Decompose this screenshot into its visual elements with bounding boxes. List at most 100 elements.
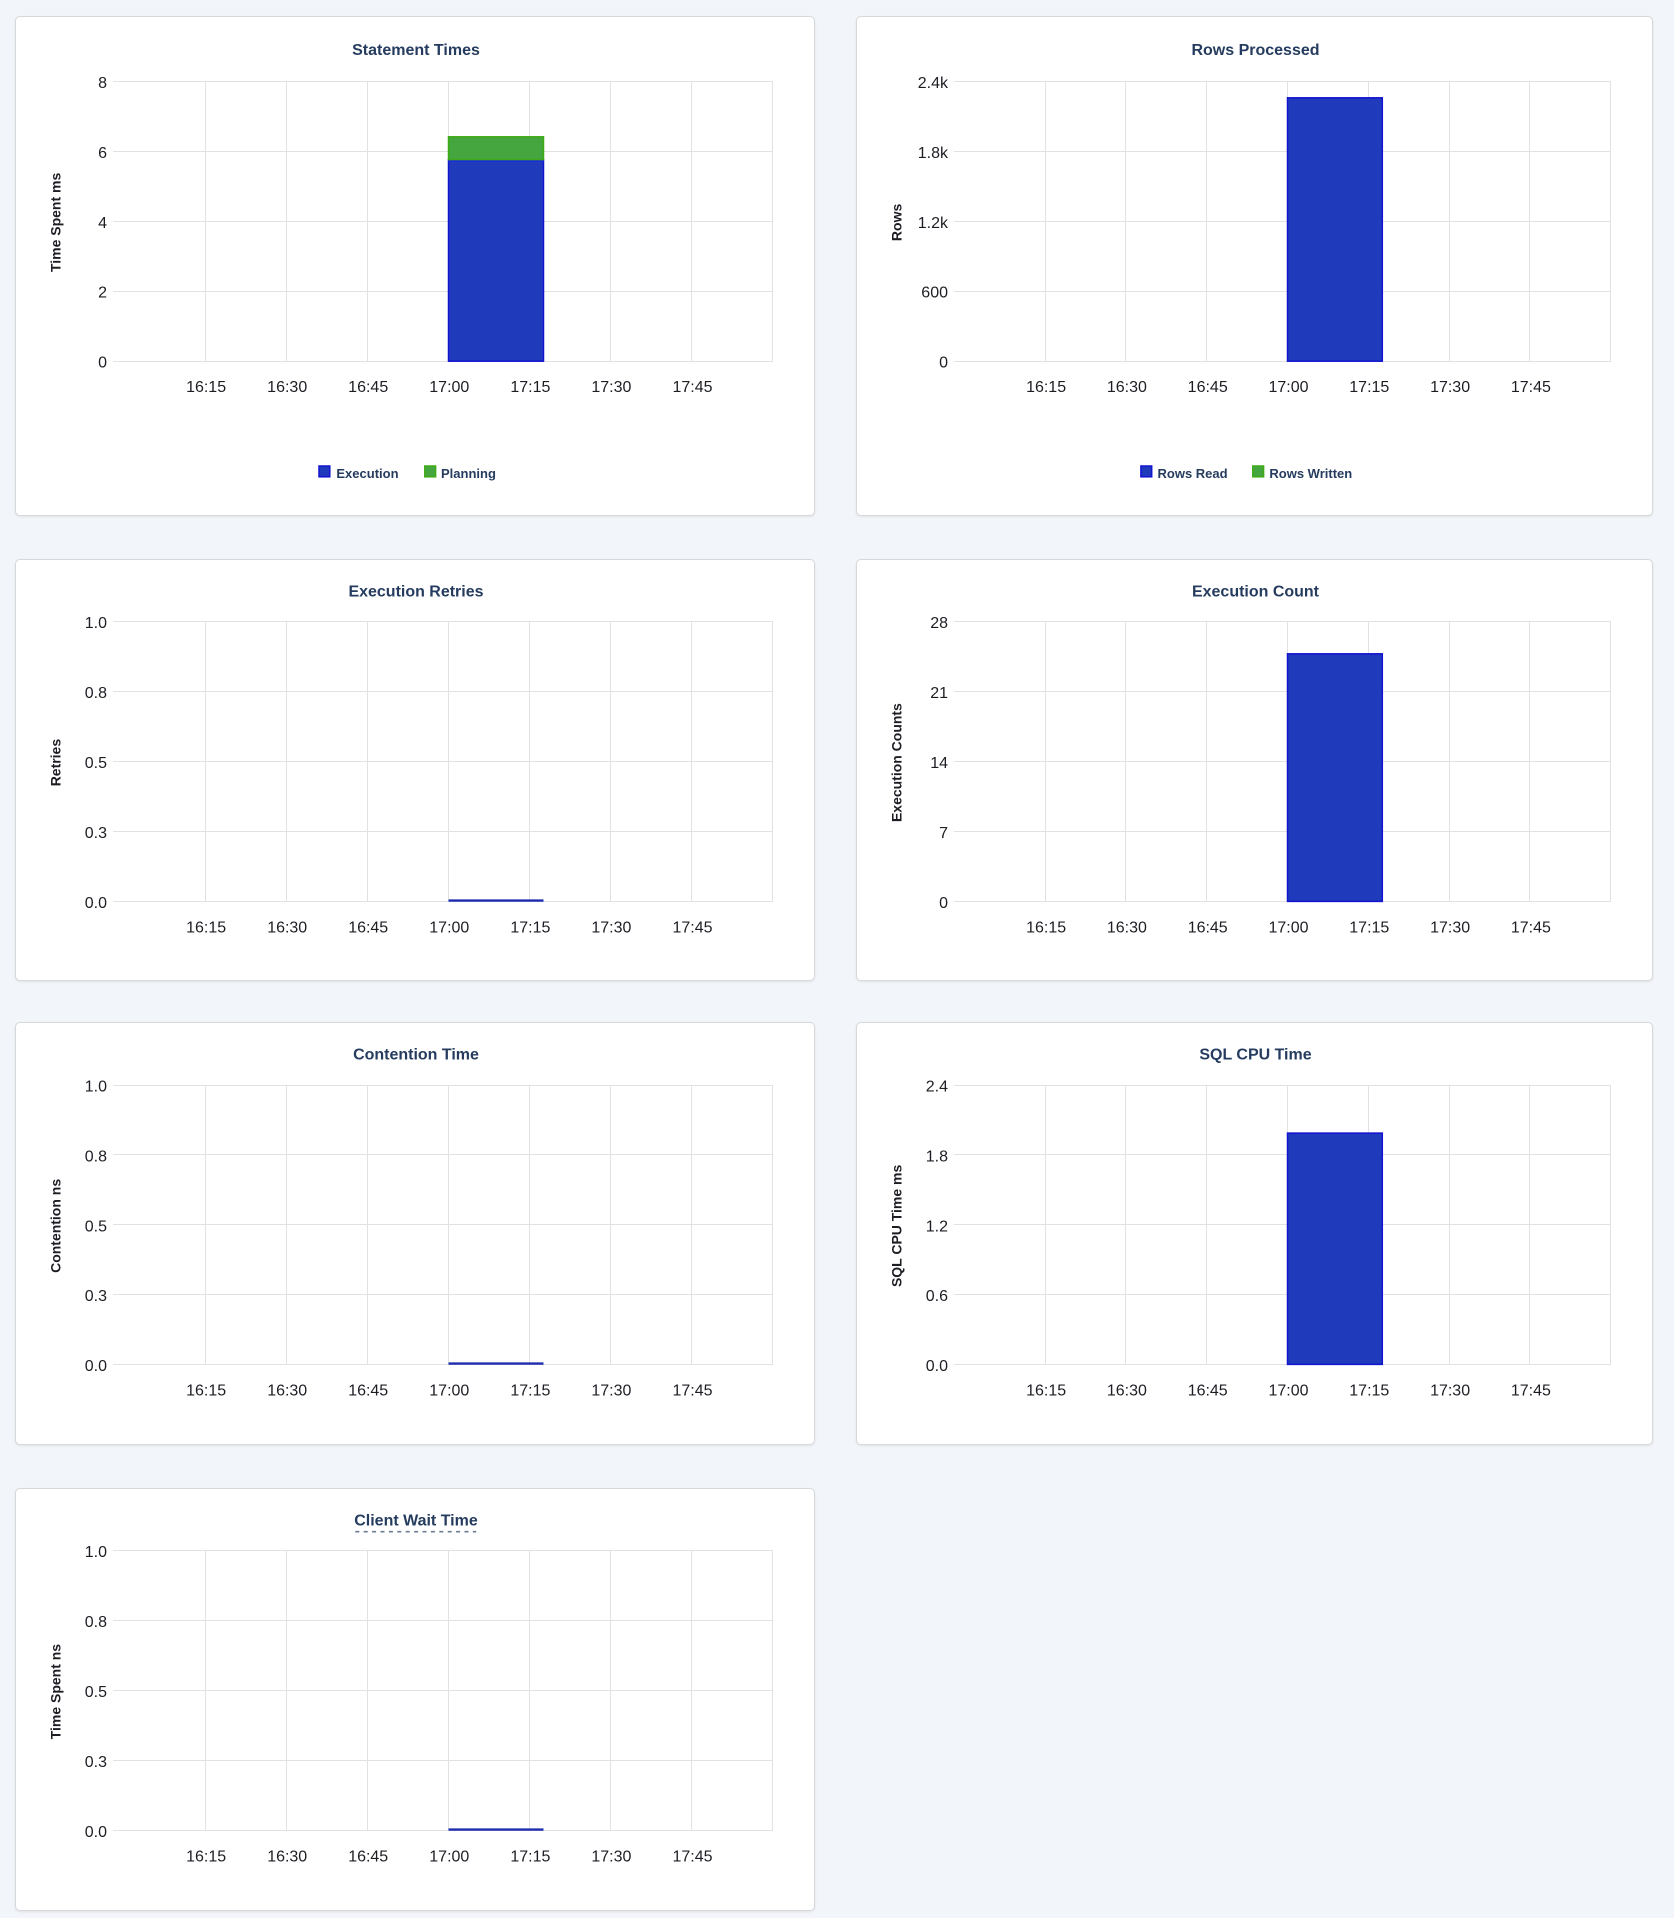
svg-text:1.2: 1.2	[926, 1219, 948, 1236]
svg-text:16:15: 16:15	[186, 919, 226, 936]
svg-text:16:30: 16:30	[1107, 1383, 1147, 1400]
svg-text:16:45: 16:45	[348, 919, 388, 936]
svg-text:1.0: 1.0	[85, 1544, 107, 1561]
svg-text:17:15: 17:15	[1349, 379, 1389, 396]
svg-text:16:30: 16:30	[267, 1383, 307, 1400]
svg-text:0: 0	[939, 354, 948, 371]
svg-text:21: 21	[930, 685, 948, 702]
svg-text:0.5: 0.5	[85, 1684, 107, 1701]
svg-text:0.8: 0.8	[85, 685, 107, 702]
svg-text:17:45: 17:45	[672, 379, 712, 396]
svg-text:16:15: 16:15	[1026, 1383, 1066, 1400]
svg-text:17:15: 17:15	[510, 1849, 550, 1866]
svg-text:16:15: 16:15	[186, 1383, 226, 1400]
svg-text:17:00: 17:00	[429, 1849, 469, 1866]
svg-text:17:30: 17:30	[591, 1383, 631, 1400]
svg-text:17:00: 17:00	[429, 1383, 469, 1400]
svg-text:0.8: 0.8	[85, 1149, 107, 1166]
svg-text:16:15: 16:15	[186, 379, 226, 396]
svg-text:16:30: 16:30	[1107, 919, 1147, 936]
svg-text:16:45: 16:45	[1188, 379, 1228, 396]
svg-text:17:15: 17:15	[1349, 1383, 1389, 1400]
svg-text:17:45: 17:45	[672, 919, 712, 936]
svg-text:Rows Read: Rows Read	[1158, 466, 1228, 481]
svg-text:16:45: 16:45	[348, 1383, 388, 1400]
svg-text:600: 600	[921, 284, 948, 301]
svg-text:16:30: 16:30	[267, 379, 307, 396]
svg-text:16:15: 16:15	[186, 1849, 226, 1866]
svg-text:1.8: 1.8	[926, 1149, 948, 1166]
svg-text:Rows: Rows	[889, 203, 905, 241]
svg-text:0: 0	[98, 354, 107, 371]
svg-text:0: 0	[939, 895, 948, 912]
svg-text:14: 14	[930, 755, 948, 772]
svg-text:Execution: Execution	[336, 466, 398, 481]
svg-text:17:30: 17:30	[1430, 379, 1470, 396]
svg-text:SQL CPU Time: SQL CPU Time	[1199, 1047, 1311, 1064]
svg-text:17:15: 17:15	[1349, 919, 1389, 936]
svg-text:17:45: 17:45	[672, 1383, 712, 1400]
svg-text:17:30: 17:30	[1430, 919, 1470, 936]
svg-text:16:30: 16:30	[267, 1849, 307, 1866]
svg-text:Time Spent ns: Time Spent ns	[48, 1644, 64, 1740]
svg-text:17:00: 17:00	[429, 919, 469, 936]
svg-text:0.0: 0.0	[85, 895, 107, 912]
svg-text:1.2k: 1.2k	[918, 215, 949, 232]
svg-text:Client Wait Time: Client Wait Time	[354, 1513, 478, 1530]
svg-text:0.3: 0.3	[85, 1754, 107, 1771]
svg-text:17:45: 17:45	[1511, 379, 1551, 396]
svg-text:17:15: 17:15	[510, 379, 550, 396]
svg-text:Execution Retries: Execution Retries	[348, 583, 483, 600]
svg-text:4: 4	[98, 215, 107, 232]
svg-text:17:30: 17:30	[591, 379, 631, 396]
svg-text:Execution Count: Execution Count	[1192, 583, 1320, 600]
svg-text:17:45: 17:45	[672, 1849, 712, 1866]
svg-text:1.0: 1.0	[85, 1079, 107, 1096]
svg-text:28: 28	[930, 615, 948, 632]
svg-text:16:45: 16:45	[1188, 919, 1228, 936]
svg-text:16:15: 16:15	[1026, 379, 1066, 396]
svg-text:17:00: 17:00	[1268, 1383, 1308, 1400]
svg-text:16:45: 16:45	[348, 1849, 388, 1866]
svg-text:Planning: Planning	[441, 466, 496, 481]
svg-text:0.5: 0.5	[85, 755, 107, 772]
svg-text:0.3: 0.3	[85, 825, 107, 842]
svg-text:17:45: 17:45	[1511, 919, 1551, 936]
svg-text:16:30: 16:30	[267, 919, 307, 936]
svg-text:0.6: 0.6	[926, 1288, 948, 1305]
svg-text:0.3: 0.3	[85, 1288, 107, 1305]
svg-text:6: 6	[98, 145, 107, 162]
svg-text:0.0: 0.0	[85, 1358, 107, 1375]
svg-text:Time Spent ms: Time Spent ms	[48, 172, 64, 272]
svg-text:0.0: 0.0	[85, 1824, 107, 1841]
svg-text:1.0: 1.0	[85, 615, 107, 632]
svg-text:Rows Processed: Rows Processed	[1191, 42, 1319, 59]
svg-text:17:00: 17:00	[1268, 379, 1308, 396]
svg-text:16:15: 16:15	[1026, 919, 1066, 936]
svg-text:Contention Time: Contention Time	[353, 1047, 479, 1064]
svg-text:0.0: 0.0	[926, 1358, 948, 1375]
svg-text:16:45: 16:45	[348, 379, 388, 396]
svg-text:16:30: 16:30	[1107, 379, 1147, 396]
svg-text:8: 8	[98, 75, 107, 92]
svg-text:0.8: 0.8	[85, 1614, 107, 1631]
svg-text:Statement Times: Statement Times	[352, 42, 480, 59]
svg-text:2.4k: 2.4k	[918, 75, 949, 92]
svg-text:7: 7	[939, 825, 948, 842]
svg-text:17:30: 17:30	[591, 1849, 631, 1866]
svg-text:17:45: 17:45	[1511, 1383, 1551, 1400]
svg-text:17:00: 17:00	[1268, 919, 1308, 936]
svg-text:Contention ns: Contention ns	[48, 1179, 64, 1273]
svg-text:0.5: 0.5	[85, 1219, 107, 1236]
svg-text:16:45: 16:45	[1188, 1383, 1228, 1400]
svg-text:2: 2	[98, 284, 107, 301]
svg-text:17:00: 17:00	[429, 379, 469, 396]
svg-text:17:15: 17:15	[510, 1383, 550, 1400]
svg-text:Execution Counts: Execution Counts	[889, 703, 905, 822]
svg-text:SQL CPU Time ms: SQL CPU Time ms	[889, 1165, 905, 1287]
svg-text:17:30: 17:30	[1430, 1383, 1470, 1400]
svg-text:17:15: 17:15	[510, 919, 550, 936]
svg-text:Rows Written: Rows Written	[1269, 466, 1352, 481]
svg-text:2.4: 2.4	[926, 1079, 948, 1096]
svg-text:1.8k: 1.8k	[918, 145, 949, 162]
